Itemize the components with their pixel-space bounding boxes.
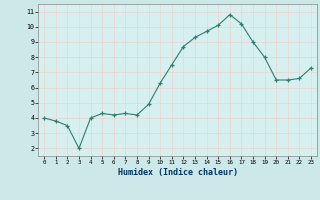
X-axis label: Humidex (Indice chaleur): Humidex (Indice chaleur) [118,168,238,177]
